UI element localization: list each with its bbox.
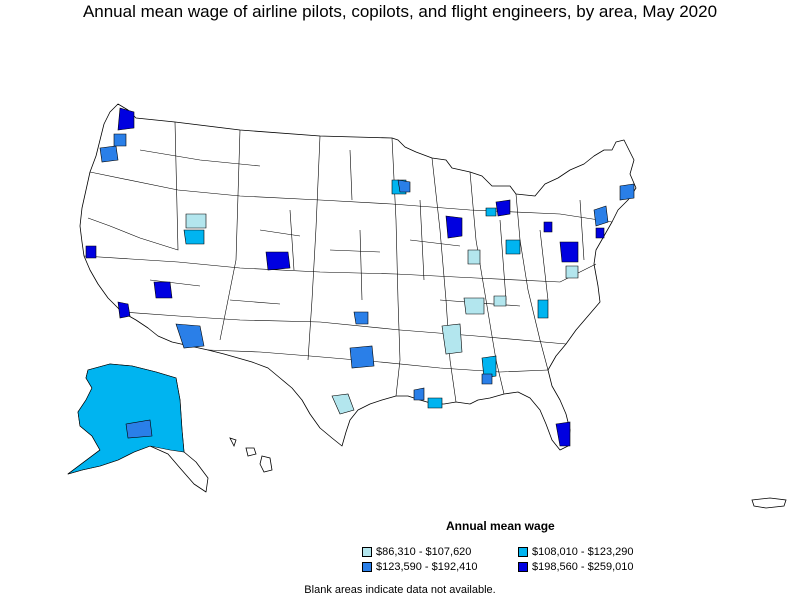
legend-title: Annual mean wage: [446, 519, 555, 533]
area-tier3-alabama: [413, 387, 425, 401]
area-tier4-florida: [555, 421, 571, 447]
legend-swatch-tier1: [362, 547, 372, 557]
area-tier2-louisiana: [427, 397, 443, 409]
area-tier3-oregon-2: [113, 133, 127, 147]
area-tier4-colorado: [265, 251, 291, 271]
area-tier3-georgia-2: [481, 373, 493, 385]
area-tier1-wyoming: [185, 213, 207, 229]
area-tier1-mississippi: [441, 323, 463, 355]
area-tier4-nevada: [153, 281, 173, 299]
legend-label-tier3: $123,590 - $192,410: [376, 561, 478, 573]
area-tier4-illinois: [445, 215, 463, 239]
legend-label-tier1: $86,310 - $107,620: [376, 546, 472, 558]
legend-swatch-tier3: [362, 562, 372, 572]
area-tier2-utah: [183, 229, 205, 245]
area-tier3-new-york: [593, 205, 609, 227]
area-tier4-new-jersey: [595, 227, 605, 239]
area-tier3-oregon: [99, 145, 119, 163]
legend-swatch-tier4: [518, 562, 528, 572]
legend-label-tier2: $108,010 - $123,290: [532, 546, 634, 558]
area-tier2-michigan: [485, 207, 497, 217]
area-tier2-georgia: [481, 355, 497, 379]
area-tier3-alaska-inner: [125, 419, 153, 439]
area-tier1-tennessee-2: [493, 295, 507, 307]
area-tier4-california-la: [117, 301, 131, 319]
map-title: Annual mean wage of airline pilots, copi…: [82, 2, 718, 21]
area-tier3-minnesota-2: [397, 179, 411, 193]
area-tier3-arizona: [175, 323, 205, 349]
legend-item-tier1: $86,310 - $107,620: [362, 546, 471, 558]
area-tier4-maryland: [559, 241, 579, 263]
area-tier4-michigan-2: [495, 199, 511, 217]
area-tier4-washington: [117, 107, 135, 131]
legend-item-tier2: $108,010 - $123,290: [518, 546, 634, 558]
area-tier3-kansas: [353, 311, 369, 325]
area-tier3-massachusetts: [619, 183, 635, 201]
area-tier1-virginia: [565, 265, 579, 279]
area-tier2-carolina: [537, 299, 549, 319]
footnote: Blank areas indicate data not available.: [304, 584, 496, 596]
area-tier2-ohio: [505, 239, 521, 255]
hawaii-outline: [229, 437, 273, 473]
puerto-rico-outline: [751, 497, 787, 509]
legend-swatch-tier2: [518, 547, 528, 557]
legend-item-tier3: $123,590 - $192,410: [362, 561, 478, 573]
area-tier1-tennessee: [463, 297, 485, 315]
area-tier4-california-sf: [85, 245, 97, 259]
legend-label-tier4: $198,560 - $259,010: [532, 561, 634, 573]
legend-item-tier4: $198,560 - $259,010: [518, 561, 634, 573]
area-tier3-oklahoma: [349, 345, 375, 369]
area-tier4-pennsylvania: [543, 221, 553, 233]
area-tier1-texas: [331, 393, 355, 415]
area-tier2-alaska: [67, 363, 185, 475]
area-tier1-indiana: [467, 249, 481, 265]
